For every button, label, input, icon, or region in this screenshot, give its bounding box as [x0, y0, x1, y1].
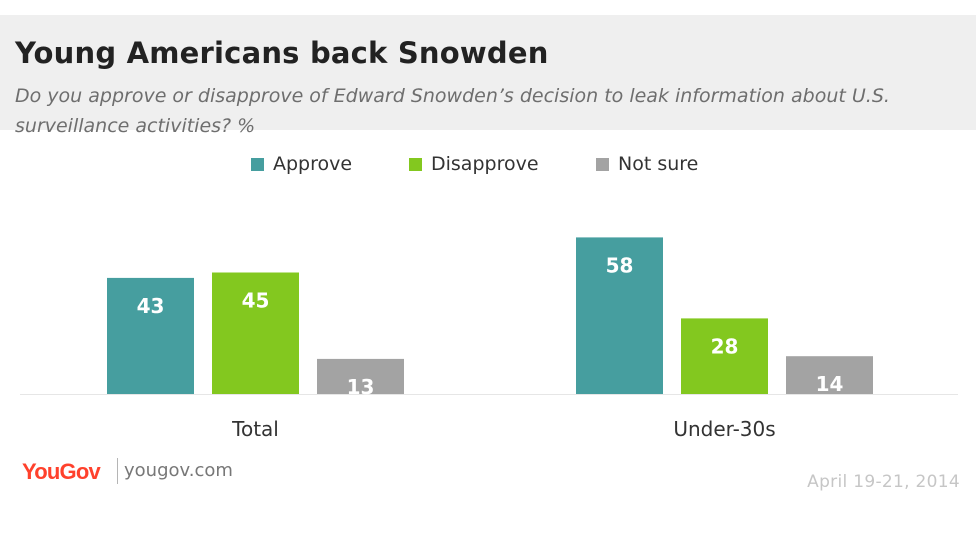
- legend-swatch-approve: [251, 157, 264, 171]
- legend-label-not-sure: Not sure: [618, 153, 699, 175]
- footer-site-link[interactable]: yougov.com: [124, 460, 233, 481]
- survey-date: April 19-21, 2014: [807, 472, 960, 492]
- legend-item-not-sure: Not sure: [596, 150, 698, 178]
- chart-title: Young Americans back Snowden: [15, 36, 549, 70]
- legend-swatch-disapprove: [409, 157, 422, 171]
- chart-subtitle: Do you approve or disapprove of Edward S…: [15, 85, 890, 137]
- bar-total-approve: [107, 277, 194, 394]
- legend: Approve Disapprove Not sure: [0, 150, 976, 178]
- bar-under-30s-not-sure: [786, 356, 873, 394]
- data-label-total-not-sure: 13: [347, 375, 375, 399]
- legend-swatch-not-sure: [596, 157, 609, 171]
- data-label-total-approve: 43: [137, 294, 165, 318]
- bar-total-disapprove: [212, 272, 299, 394]
- header-panel: Young Americans back Snowden Do you appr…: [0, 15, 976, 137]
- legend-item-approve: Approve: [251, 150, 352, 178]
- legend-item-disapprove: Disapprove: [409, 150, 539, 178]
- data-label-under-30s-disapprove: 28: [711, 334, 739, 358]
- data-label-total-disapprove: 45: [242, 289, 270, 313]
- bar-under-30s-approve: [576, 237, 663, 394]
- data-label-under-30s-approve: 58: [606, 253, 634, 277]
- category-label-under-30s: Under-30s: [673, 417, 775, 441]
- category-label-total: Total: [231, 417, 279, 441]
- footer-separator: [117, 458, 118, 484]
- data-label-under-30s-not-sure: 14: [816, 372, 844, 396]
- legend-label-disapprove: Disapprove: [431, 153, 539, 175]
- bar-total-not-sure: [317, 358, 404, 394]
- legend-label-approve: Approve: [273, 153, 353, 175]
- bar-under-30s-disapprove: [681, 318, 768, 394]
- yougov-logo: YouGov: [22, 459, 101, 484]
